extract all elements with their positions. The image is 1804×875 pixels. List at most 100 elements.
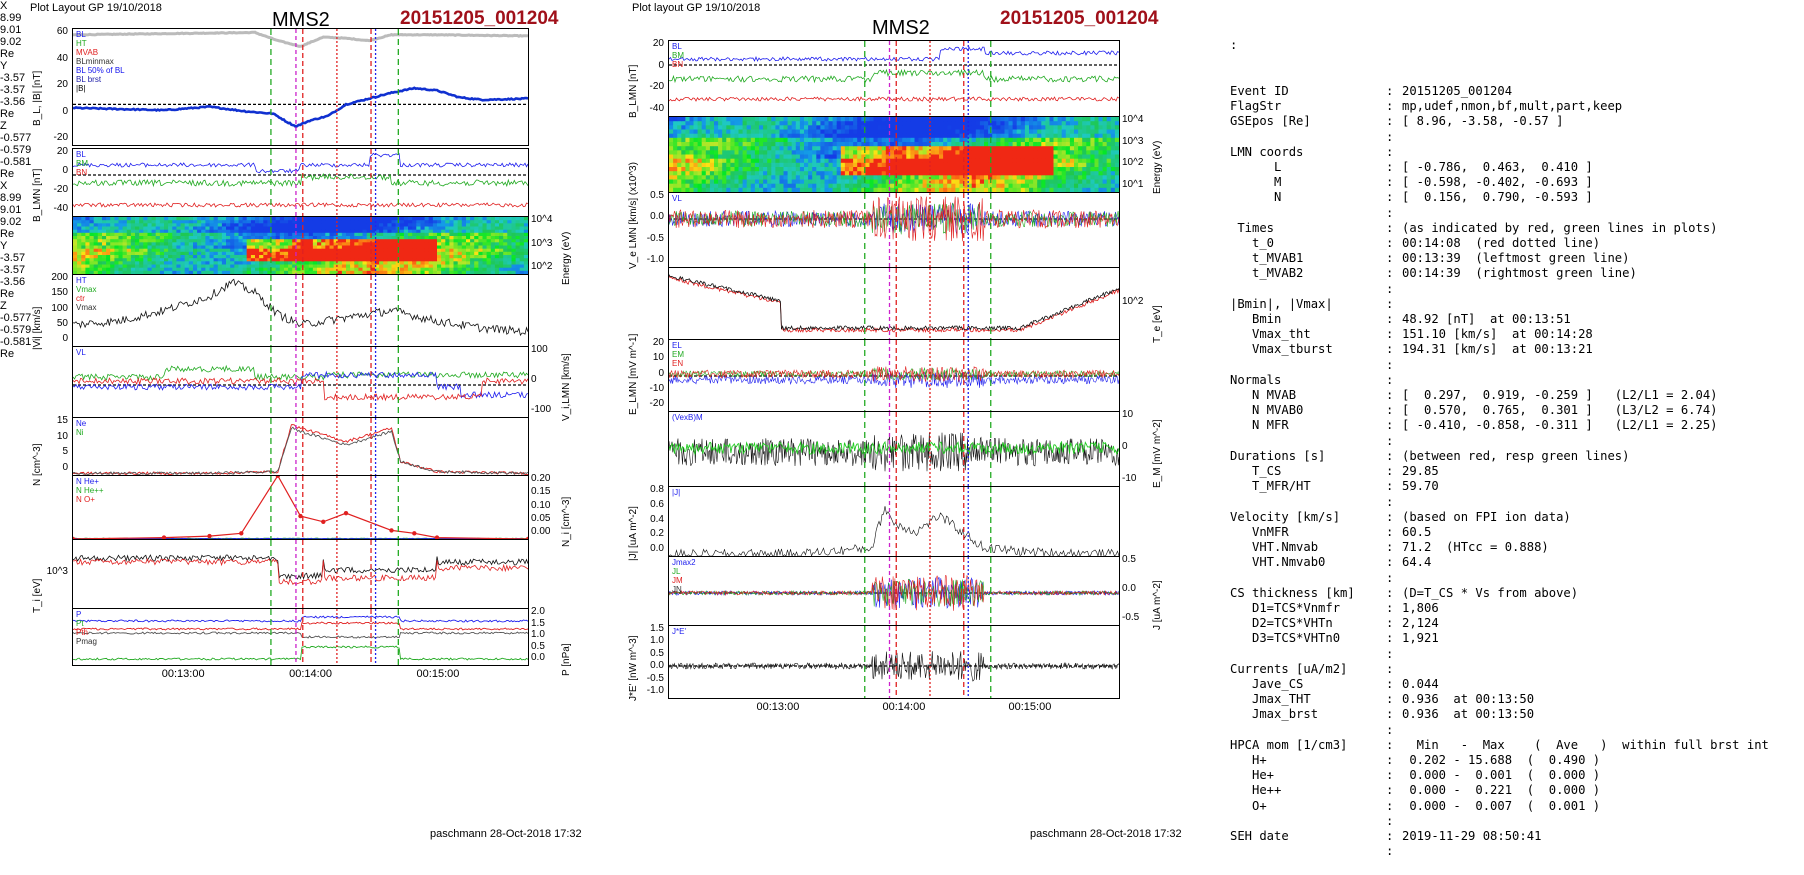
electron-spectrogram-cell (697, 162, 703, 168)
ion-spectrogram-cell (172, 248, 177, 253)
electron-spectrogram-cell (1065, 162, 1071, 168)
ion-spectrogram-cell (519, 229, 525, 234)
electron-spectrogram-cell (669, 137, 674, 143)
electron-spectrogram-cell (853, 175, 858, 181)
electron-spectrogram-cell (669, 171, 674, 176)
summary-line: D3=TCS*VHTn0:1,921 (1230, 631, 1800, 646)
ion-spectrogram-cell (337, 217, 343, 221)
left-panel-8 (72, 539, 529, 609)
ion-spectrogram-cell (164, 267, 169, 272)
ion-spectrogram-cell (466, 229, 471, 234)
ion-spectrogram-cell (73, 229, 78, 234)
electron-spectrogram-cell (824, 158, 830, 164)
summary-line: : (1230, 844, 1800, 859)
electron-spectrogram-cell (771, 154, 776, 160)
electron-spectrogram-cell (1000, 175, 1006, 181)
electron-spectrogram-cell (857, 142, 862, 147)
electron-spectrogram-cell (955, 142, 961, 147)
electron-spectrogram-cell (726, 129, 731, 135)
electron-spectrogram-cell (750, 175, 756, 181)
middle-panel-1-ylabel: B_LMN [nT] (628, 64, 639, 118)
electron-spectrogram-cell (763, 125, 768, 131)
middle-panel-6-legend-item: (VexB)M (672, 413, 703, 422)
ion-spectrogram-cell (317, 264, 322, 269)
electron-spectrogram-cell (1094, 158, 1100, 164)
ion-spectrogram-cell (482, 236, 488, 240)
ion-spectrogram-cell (226, 267, 231, 272)
ion-spectrogram-cell (412, 220, 417, 224)
ion-spectrogram-cell (482, 223, 488, 228)
middle-pos-value: 9.01 (0, 204, 22, 216)
electron-spectrogram-cell (1094, 146, 1100, 151)
electron-spectrogram-cell (1024, 125, 1030, 131)
ion-spectrogram-cell (341, 242, 347, 247)
electron-spectrogram-cell (677, 142, 682, 147)
ion-spectrogram-cell (432, 220, 438, 224)
ion-spectrogram-cell (102, 261, 107, 266)
electron-spectrogram-cell (963, 129, 969, 135)
ion-spectrogram-cell (391, 223, 397, 228)
summary-colon: : (1386, 144, 1394, 159)
electron-spectrogram-cell (1029, 162, 1034, 168)
summary-key (1230, 814, 1386, 829)
ion-spectrogram-cell (499, 255, 504, 259)
ion-spectrogram-cell (470, 264, 475, 269)
ion-spectrogram-cell (197, 220, 202, 224)
electron-spectrogram-cell (1004, 158, 1010, 164)
ion-spectrogram-cell (114, 264, 120, 269)
electron-spectrogram-cell (1069, 158, 1075, 164)
electron-spectrogram-cell (771, 179, 776, 185)
electron-spectrogram-cell (808, 146, 813, 151)
ion-spectrogram-cell (420, 229, 426, 234)
ion-spectrogram-cell (412, 232, 417, 237)
electron-spectrogram-cell (959, 150, 965, 156)
summary-value: 0.202 - 15.688 ( 0.490 ) (1402, 752, 1601, 767)
ion-spectrogram-cell (135, 217, 140, 221)
ion-spectrogram-cell (387, 217, 393, 221)
summary-value: 151.10 [km/s] at 00:14:28 (1402, 327, 1593, 342)
electron-spectrogram-cell (1082, 121, 1087, 126)
electron-spectrogram-cell (795, 171, 801, 176)
electron-spectrogram-cell (1078, 167, 1083, 172)
electron-spectrogram-cell (820, 137, 826, 143)
electron-spectrogram-cell (1102, 154, 1108, 160)
summary-line: N MFR:[ -0.410, -0.858, -0.311 ] (L2/L1 … (1230, 418, 1800, 433)
electron-spectrogram-cell (959, 183, 965, 189)
electron-spectrogram-cell (898, 150, 903, 156)
ion-spectrogram-cell (507, 239, 512, 243)
ion-spectrogram-cell (519, 242, 525, 247)
ion-spectrogram-cell (102, 223, 107, 228)
electron-spectrogram-cell (992, 150, 997, 156)
electron-spectrogram-cell (898, 187, 903, 192)
electron-spectrogram-cell (714, 183, 719, 189)
ion-spectrogram-cell (135, 239, 140, 243)
electron-spectrogram-cell (857, 154, 862, 160)
ion-spectrogram-cell (201, 223, 206, 228)
electron-spectrogram-cell (759, 167, 764, 172)
electron-spectrogram-cell (714, 137, 719, 143)
electron-spectrogram-cell (877, 133, 883, 139)
ion-spectrogram-cell (515, 236, 521, 240)
ion-spectrogram-cell (466, 223, 471, 228)
ion-spectrogram-cell (350, 223, 355, 228)
ni-series (73, 426, 528, 475)
ion-spectrogram-cell (499, 223, 504, 228)
ion-spectrogram-cell (93, 261, 99, 266)
summary-key (1230, 282, 1386, 297)
electron-spectrogram-cell (1016, 183, 1022, 189)
ion-spectrogram-cell (259, 261, 264, 266)
ion-spectrogram-cell (486, 255, 492, 259)
electron-spectrogram-cell (718, 179, 723, 185)
middle-pos-value: 8.99 (0, 192, 22, 204)
ion-spectrogram-cell (81, 248, 86, 253)
electron-spectrogram-cell (959, 142, 965, 147)
ion-spectrogram-cell (217, 239, 223, 243)
ion-spectrogram-cell (329, 261, 335, 266)
summary-colon: : (1386, 220, 1394, 235)
electron-spectrogram-cell (922, 137, 928, 143)
electron-spectrogram-cell (1041, 150, 1046, 156)
ion-spectrogram-cell (337, 220, 343, 224)
ion-spectrogram-cell (102, 245, 107, 250)
ion-spectrogram-cell (507, 258, 512, 262)
ion-spectrogram-cell (453, 236, 459, 240)
